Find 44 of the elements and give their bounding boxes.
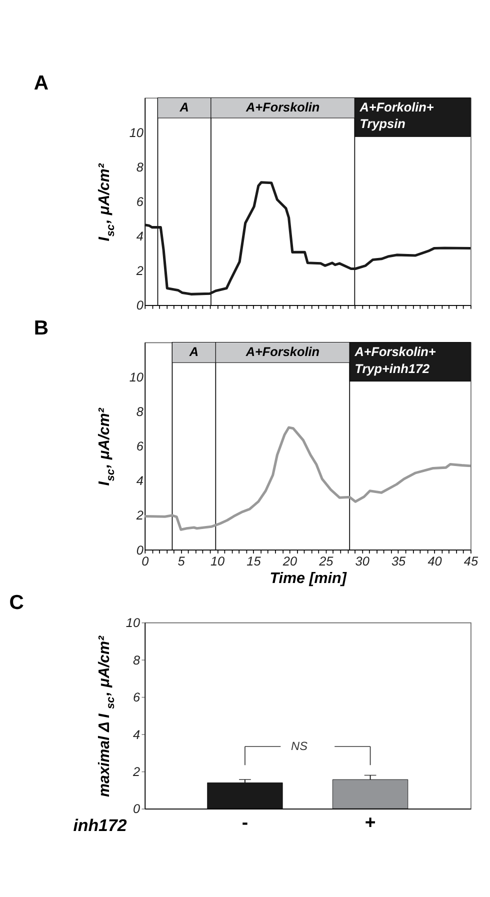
x-tick-label: 45	[464, 554, 479, 568]
y-tick-label: 4	[136, 230, 144, 244]
x-tick-label: 10	[210, 554, 225, 568]
x-axis-title: Time [min]	[270, 570, 348, 588]
x-tick-label: 40	[428, 554, 442, 568]
x-tick-label: 5	[178, 554, 186, 568]
y-tick-label: 0	[133, 802, 140, 816]
x-tick-label: 35	[391, 554, 407, 568]
y-tick-label: 4	[133, 728, 140, 742]
y-tick-label: 2	[135, 264, 144, 278]
annotation: NS	[291, 738, 308, 753]
y-tick-label: 8	[133, 653, 140, 668]
y-tick-label: 6	[136, 440, 144, 454]
y-tick-label: 10	[126, 616, 140, 630]
band-label: A+Forskolin	[244, 100, 320, 114]
x-axis-title: inh172	[73, 816, 128, 836]
y-tick-label: 0	[136, 543, 144, 558]
x-tick-label: +	[364, 811, 376, 832]
y-tick-label: 0	[136, 298, 144, 313]
band-label: A	[188, 344, 199, 359]
y-tick-label: 10	[129, 370, 144, 384]
x-tick-label: 25	[318, 554, 334, 568]
y-tick-label: 6	[136, 195, 144, 210]
y-axis-title: maximal Δ Isc, μA/cm²	[96, 634, 118, 798]
y-tick-label: 8	[136, 405, 144, 420]
chart-title: A	[34, 72, 49, 95]
x-tick-label: -	[242, 811, 248, 832]
y-tick-label: 10	[129, 126, 144, 140]
y-tick-label: 8	[136, 160, 144, 174]
y-tick-label: 4	[136, 474, 144, 488]
band-label: A	[178, 100, 189, 114]
band-label: A+Forskolin	[244, 344, 320, 359]
x-tick-label: 20	[282, 554, 298, 568]
x-tick-label: 30	[355, 554, 370, 568]
y-tick-label: 2	[132, 765, 140, 780]
x-tick-label: 15	[246, 554, 262, 568]
y-axis-title: Isc, μA/cm²	[96, 407, 118, 486]
y-axis-title: Isc, μA/cm²	[96, 162, 118, 242]
chart-title: B	[34, 317, 49, 340]
band-label: A+Forkolin+ Trypsin	[358, 100, 434, 132]
chart-title: C	[9, 592, 24, 614]
y-tick-label: 2	[135, 508, 144, 523]
band-label: A+Forskolin+ Tryp+inh172	[354, 344, 436, 376]
y-tick-label: 6	[133, 690, 141, 705]
